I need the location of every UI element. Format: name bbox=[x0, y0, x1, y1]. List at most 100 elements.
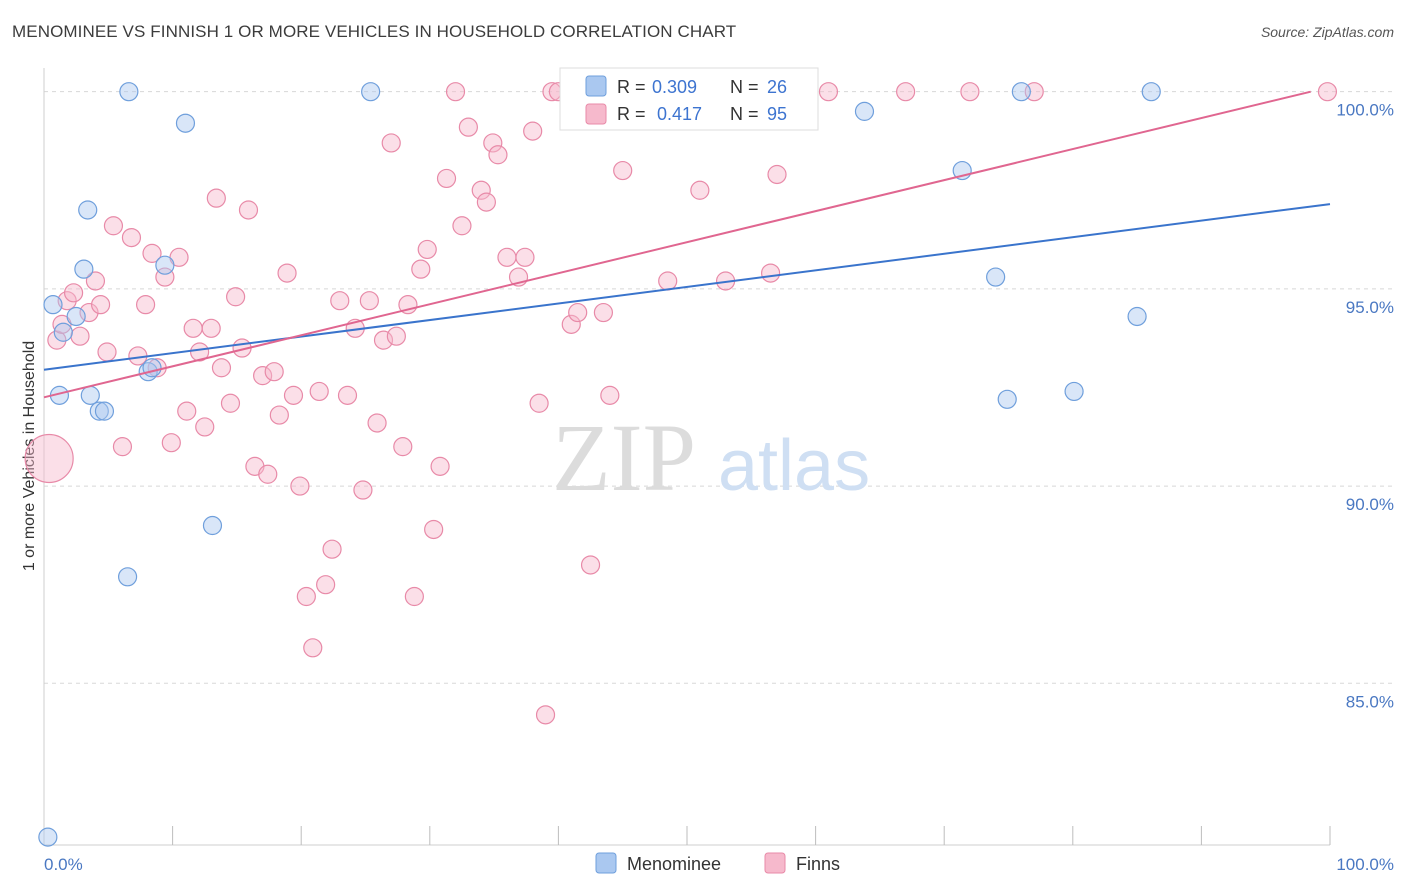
y-tick-label: 90.0% bbox=[1346, 495, 1394, 514]
finns-trend-line bbox=[43, 90, 1311, 399]
bottom-legend: Menominee Finns bbox=[595, 852, 840, 874]
finns-point bbox=[430, 456, 450, 476]
finns-point bbox=[238, 200, 259, 220]
finns-point bbox=[296, 586, 316, 607]
finns-point bbox=[90, 295, 111, 315]
finns-point bbox=[309, 381, 329, 402]
finns-point bbox=[353, 480, 373, 500]
finns-point bbox=[960, 82, 980, 102]
menominee-point bbox=[1011, 82, 1031, 102]
finns-point bbox=[404, 586, 424, 607]
finns-point bbox=[436, 168, 457, 189]
legend-n-label-menominee: N = bbox=[730, 77, 759, 97]
legend-n-value-menominee: 26 bbox=[767, 77, 787, 97]
legend-r-label-menominee: R = bbox=[617, 77, 646, 97]
legend-swatch-finns bbox=[585, 103, 607, 125]
finns-point bbox=[393, 437, 413, 457]
menominee-point bbox=[1141, 82, 1161, 102]
finns-point bbox=[161, 433, 181, 453]
watermark-atlas: atlas bbox=[718, 426, 870, 506]
finns-point bbox=[220, 393, 241, 413]
legend-n-value-finns: 95 bbox=[767, 104, 787, 124]
finns-point bbox=[386, 326, 406, 346]
finns-point bbox=[79, 302, 99, 323]
menominee-point bbox=[175, 113, 196, 133]
legend-r-value-menominee: 0.309 bbox=[652, 77, 697, 97]
legend-r-label-finns: R = bbox=[617, 104, 646, 124]
menominee-point bbox=[53, 322, 73, 342]
finns-point bbox=[277, 263, 297, 283]
menominee-point bbox=[155, 255, 175, 275]
finns-point bbox=[529, 393, 549, 413]
finns-point bbox=[183, 318, 203, 338]
menominee-points bbox=[38, 82, 1161, 847]
finns-point bbox=[322, 539, 342, 559]
menominee-point bbox=[94, 401, 115, 421]
legend-r-value-finns: 0.417 bbox=[657, 104, 702, 124]
finns-point bbox=[190, 342, 210, 362]
finns-point bbox=[367, 413, 387, 433]
trend-lines bbox=[43, 90, 1331, 399]
finns-point bbox=[476, 192, 496, 212]
chart-title: MENOMINEE VS FINNISH 1 OR MORE VEHICLES … bbox=[12, 22, 737, 41]
finns-point bbox=[767, 164, 787, 185]
finns-point bbox=[445, 82, 466, 102]
finns-point bbox=[515, 247, 535, 267]
finns-point bbox=[57, 291, 77, 311]
finns-point bbox=[381, 133, 401, 153]
finns-point bbox=[264, 362, 284, 382]
finns-point bbox=[523, 121, 543, 141]
finns-point bbox=[593, 302, 614, 323]
menominee-point bbox=[89, 401, 109, 421]
menominee-point bbox=[1064, 381, 1084, 402]
watermark: ZIP atlas bbox=[552, 404, 870, 511]
finns-point bbox=[121, 227, 142, 248]
finns-point bbox=[760, 263, 781, 283]
finns-point bbox=[330, 291, 350, 311]
finns-point bbox=[112, 437, 133, 457]
menominee-point bbox=[43, 295, 63, 315]
menominee-point bbox=[80, 385, 100, 405]
finns-point bbox=[211, 358, 232, 378]
x-tick-label-max: 100.0% bbox=[1336, 855, 1394, 874]
finns-point bbox=[63, 283, 84, 303]
menominee-point bbox=[997, 389, 1017, 409]
finns-point bbox=[201, 318, 221, 338]
finns-point bbox=[24, 433, 74, 484]
finns-point bbox=[337, 385, 358, 405]
bottom-legend-label-finns: Finns bbox=[796, 854, 840, 874]
finns-point bbox=[103, 216, 124, 236]
finns-point bbox=[135, 295, 156, 315]
menominee-point bbox=[986, 267, 1006, 287]
menominee-point bbox=[74, 259, 94, 279]
x-ticks bbox=[172, 826, 1331, 845]
finns-point bbox=[424, 519, 444, 540]
menominee-trend-line bbox=[43, 203, 1331, 371]
finns-point bbox=[535, 705, 556, 725]
finns-point bbox=[458, 117, 478, 137]
source-label: Source: ZipAtlas.com bbox=[1260, 24, 1394, 40]
finns-point bbox=[70, 326, 90, 346]
legend-n-label-finns: N = bbox=[730, 104, 759, 124]
grid-lines bbox=[44, 91, 1392, 684]
finns-point bbox=[290, 476, 310, 496]
menominee-point bbox=[119, 82, 139, 102]
menominee-point bbox=[1127, 306, 1147, 327]
finns-point bbox=[283, 385, 304, 405]
menominee-point bbox=[78, 200, 98, 220]
finns-point bbox=[253, 366, 273, 386]
finns-point bbox=[85, 271, 106, 291]
watermark-zip: ZIP bbox=[552, 404, 696, 511]
bottom-legend-swatch-finns bbox=[764, 852, 786, 874]
finns-point bbox=[226, 287, 246, 307]
finns-point bbox=[658, 271, 678, 291]
finns-point bbox=[690, 180, 710, 200]
finns-point bbox=[316, 575, 336, 595]
finns-point bbox=[417, 239, 437, 260]
finns-point bbox=[580, 555, 601, 575]
finns-point bbox=[497, 247, 517, 267]
finns-point bbox=[896, 82, 916, 102]
finns-point bbox=[303, 638, 323, 658]
finns-point bbox=[97, 342, 117, 362]
